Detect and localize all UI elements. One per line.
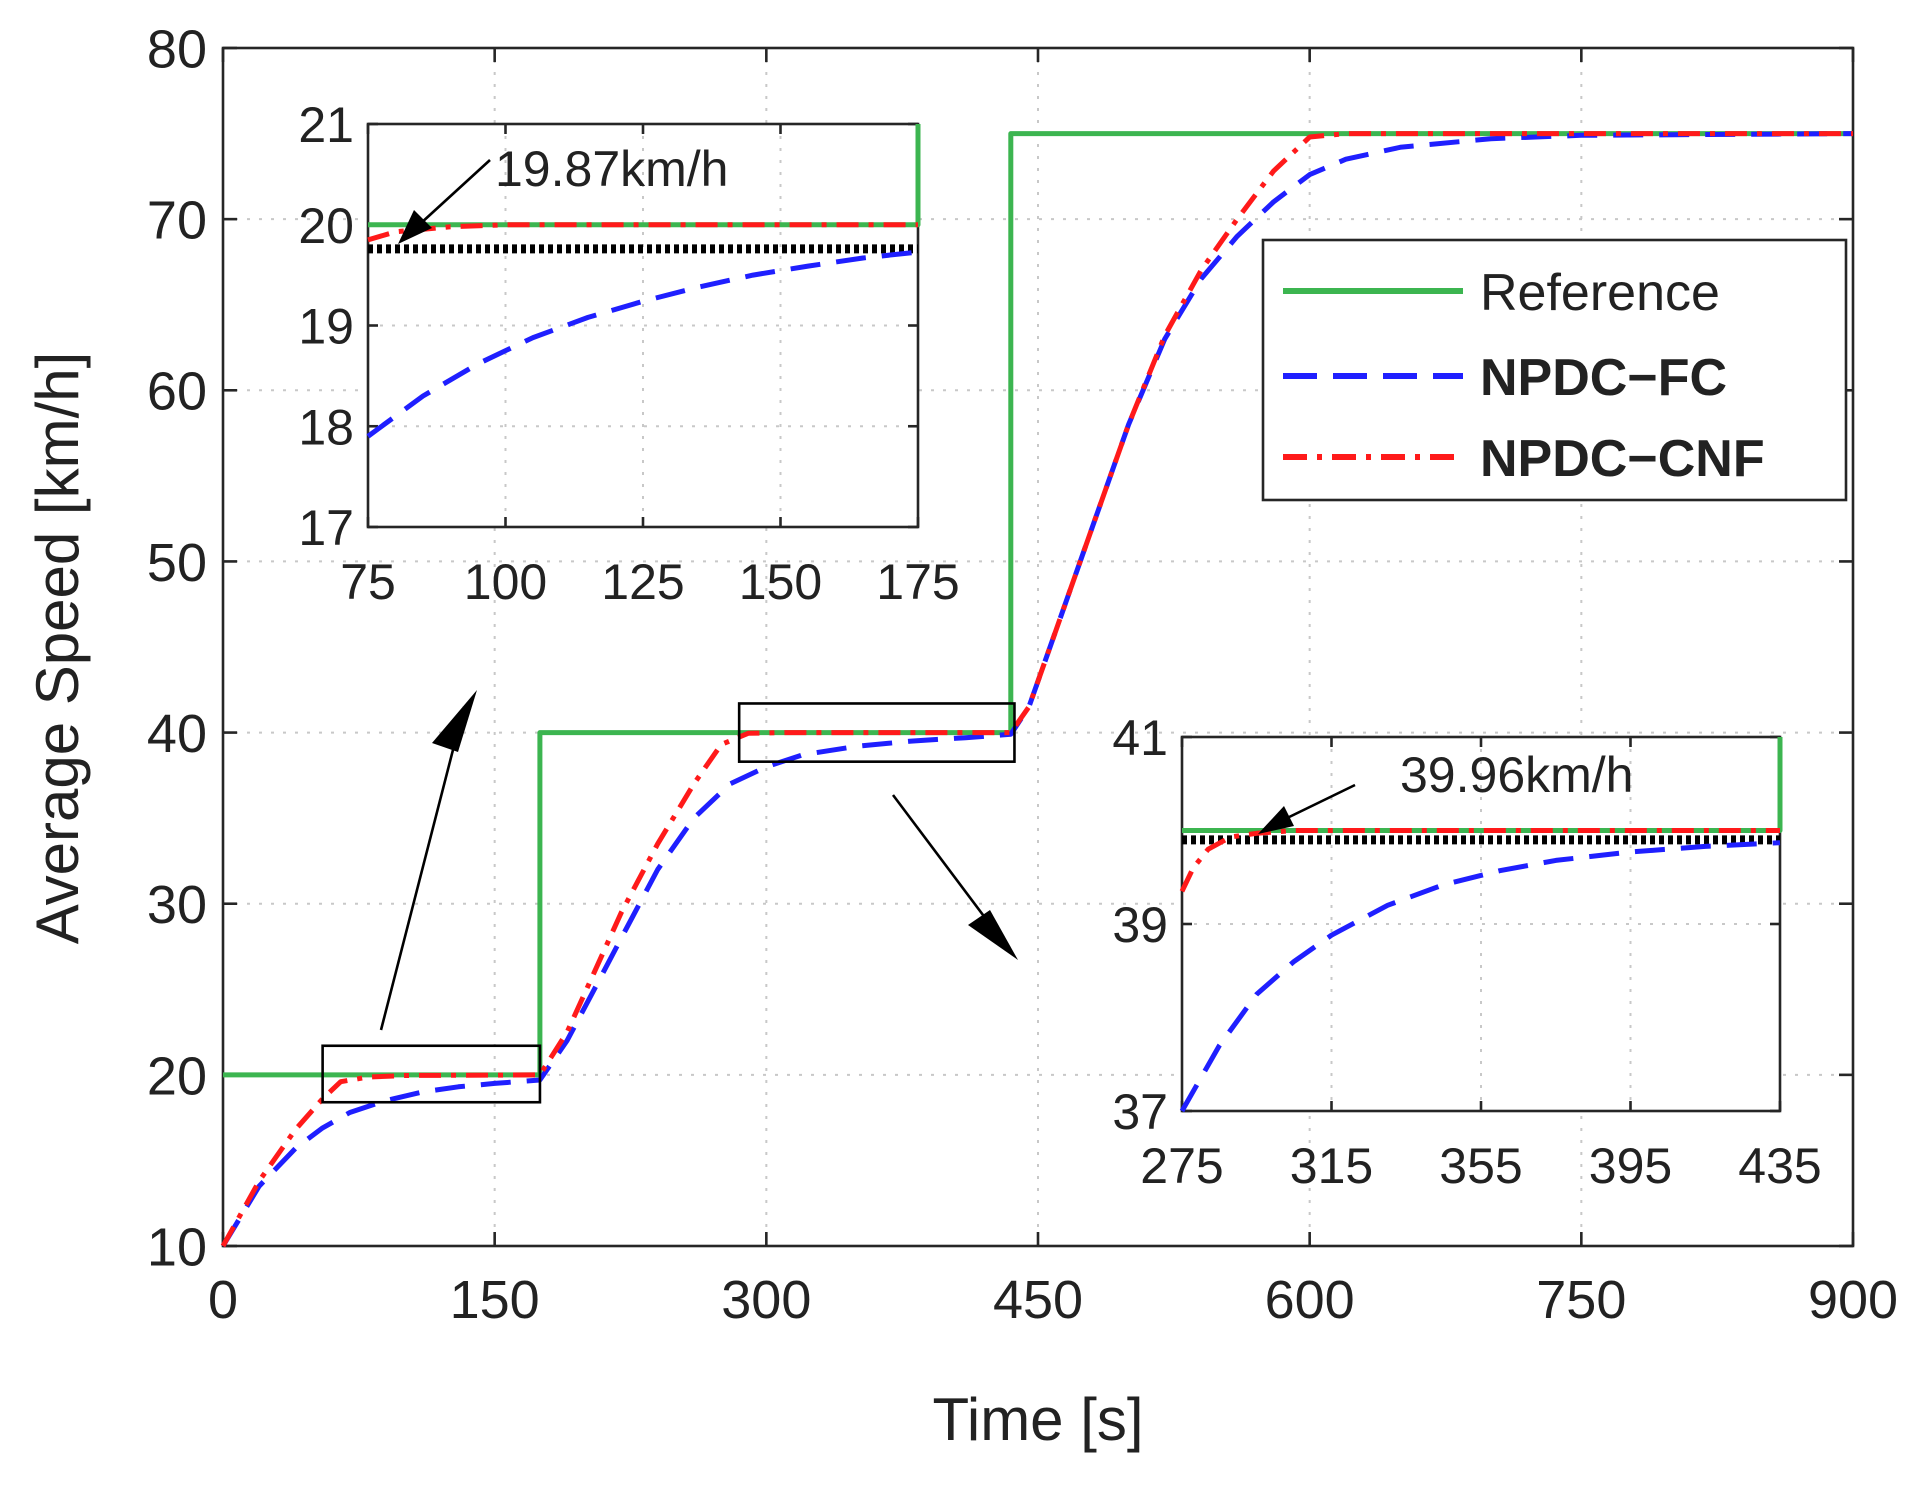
inset2-x-tick-labels: 275 315 355 395 435 [1140,1138,1821,1194]
main-x-tick-label: 600 [1265,1270,1355,1330]
inset1-x-tick-label: 150 [739,554,822,610]
legend-box [1261,238,1848,502]
inset1-x-tick-label: 100 [464,554,547,610]
zoom-boxes [321,702,1016,1104]
main-x-tick-label: 150 [450,1270,540,1330]
inset1-y-tick-label: 18 [298,399,354,455]
inset1-series-npdc-fc [366,249,919,439]
main-series [220,131,1854,1248]
legend: Reference NPDC−FC NPDC−CNF [1261,238,1848,502]
inset1-series [366,124,921,439]
inset1-y-tick-label: 19 [298,299,354,355]
inset2-y-tick-labels: 37 39 41 [1112,710,1168,1140]
x-axis-label: Time [s] [932,1386,1143,1453]
inset1-x-tick-label: 175 [876,554,959,610]
main-x-tick-label: 900 [1808,1270,1898,1330]
inset2-x-tick-label: 275 [1140,1138,1223,1194]
main-y-tick-label: 40 [147,704,207,764]
inset2-annotation-arrow-head [1258,806,1294,834]
main-y-tick-label: 80 [147,19,207,79]
inset1-annotation-arrow-head [398,210,432,244]
main-y-tick-label: 20 [147,1046,207,1106]
main-y-tick-label: 70 [147,191,207,251]
main-x-tick-label: 450 [993,1270,1083,1330]
inset1-x-tick-labels: 75 100 125 150 175 [340,554,960,610]
inset2-x-tick-label: 435 [1738,1138,1821,1194]
main-y-tick-label: 60 [147,362,207,422]
legend-reference-label: Reference [1480,264,1720,322]
inset2-series-npdc-fc [1179,840,1781,1113]
inset-2: 275 315 355 395 435 37 39 41 39.96km/h [1112,710,1821,1194]
inset1-x-tick-label: 75 [340,554,396,610]
inset2-x-tick-label: 355 [1439,1138,1522,1194]
zoom-box-1 [321,1044,542,1104]
main-y-tick-label: 30 [147,875,207,935]
inset1-y-tick-label: 20 [298,198,354,254]
inset-1: 75 100 125 150 175 17 18 19 20 21 19.87km/h [298,97,959,610]
arrow-to-inset1-head [432,690,477,752]
inset2-x-tick-label: 395 [1589,1138,1672,1194]
legend-npdc-cnf-label: NPDC−CNF [1480,430,1765,488]
inset1-y-tick-labels: 17 18 19 20 21 [298,97,354,556]
inset1-annotation: 19.87km/h [495,141,728,197]
y-axis-label: Average Speed [km/h] [24,352,91,945]
inset2-y-tick-label: 37 [1112,1084,1168,1140]
main-y-tick-label: 50 [147,533,207,593]
arrow-to-inset1 [379,706,466,1031]
arrow-to-inset2 [891,794,1000,936]
inset1-y-tick-label: 17 [298,500,354,556]
inset1-x-tick-label: 125 [601,554,684,610]
inset2-y-tick-label: 41 [1112,710,1168,766]
main-x-tick-label: 300 [721,1270,811,1330]
arrow-to-inset2-head [968,910,1018,960]
inset2-annotation: 39.96km/h [1400,747,1633,803]
zoom-arrows [379,690,1018,1031]
main-x-tick-label: 0 [208,1270,238,1330]
inset1-series-npdc-cnf [367,222,918,243]
main-y-tick-labels: 10 20 30 40 50 60 70 80 [147,19,207,1277]
legend-npdc-fc-label: NPDC−FC [1480,349,1727,407]
inset1-y-tick-label: 21 [298,97,354,153]
main-series-npdc-cnf [220,131,1853,1248]
zoom-box-2 [737,702,1016,763]
main-y-tick-label: 10 [147,1217,207,1277]
inset2-series [1179,737,1783,1113]
inset2-grid [1182,737,1780,1111]
inset2-annotation-arrow [1282,783,1356,822]
main-x-tick-label: 750 [1536,1270,1626,1330]
inset2-y-tick-label: 39 [1112,897,1168,953]
main-series-npdc-fc [220,131,1854,1248]
inset1-annotation-arrow [419,159,491,225]
inset2-x-tick-label: 315 [1290,1138,1373,1194]
main-x-tick-labels: 0 150 300 450 600 750 900 [208,1270,1898,1330]
